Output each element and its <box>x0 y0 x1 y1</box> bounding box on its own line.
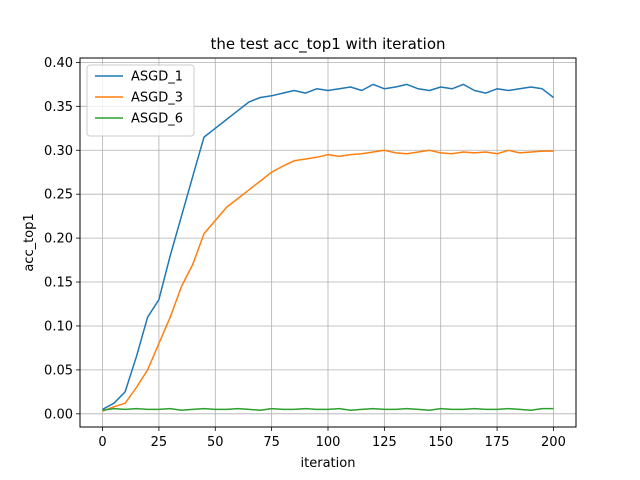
x-tick-label: 125 <box>372 435 397 450</box>
x-tick-label: 75 <box>263 435 280 450</box>
x-tick-label: 150 <box>428 435 453 450</box>
x-tick-label: 0 <box>98 435 106 450</box>
y-tick-label: 0.25 <box>44 188 73 203</box>
legend-label: ASGD_1 <box>131 70 183 85</box>
x-tick-label: 100 <box>316 435 341 450</box>
y-tick-label: 0.20 <box>44 232 73 247</box>
legend-label: ASGD_3 <box>131 91 183 106</box>
y-tick-label: 0.40 <box>44 56 73 71</box>
grid <box>80 58 576 427</box>
y-tick-label: 0.05 <box>44 363 73 378</box>
chart-title: the test acc_top1 with iteration <box>211 35 446 54</box>
x-axis-label: iteration <box>301 456 356 471</box>
y-axis: 0.00 0.05 0.10 0.15 0.20 0.25 0.30 0.35 0.40 <box>44 56 80 422</box>
series-line-asgd-1 <box>102 83 554 411</box>
series-line-asgd-6 <box>102 407 554 412</box>
x-tick-label: 50 <box>207 435 224 450</box>
x-tick-label: 175 <box>485 435 510 450</box>
y-tick-label: 0.35 <box>44 100 73 115</box>
legend: ASGD_1 ASGD_3 ASGD_6 <box>86 64 195 137</box>
legend-label: ASGD_6 <box>131 112 183 127</box>
y-axis-label: acc_top1 <box>22 213 37 271</box>
x-tick-label: 25 <box>151 435 168 450</box>
series-line-asgd-3 <box>102 149 554 412</box>
y-tick-label: 0.10 <box>44 319 73 334</box>
series-layer <box>102 83 554 412</box>
x-tick-label: 200 <box>541 435 566 450</box>
y-tick-label: 0.15 <box>44 276 73 291</box>
x-axis: 0 25 50 75 100 125 150 175 200 <box>98 427 566 450</box>
y-tick-label: 0.00 <box>44 407 73 422</box>
y-tick-label: 0.30 <box>44 144 73 159</box>
